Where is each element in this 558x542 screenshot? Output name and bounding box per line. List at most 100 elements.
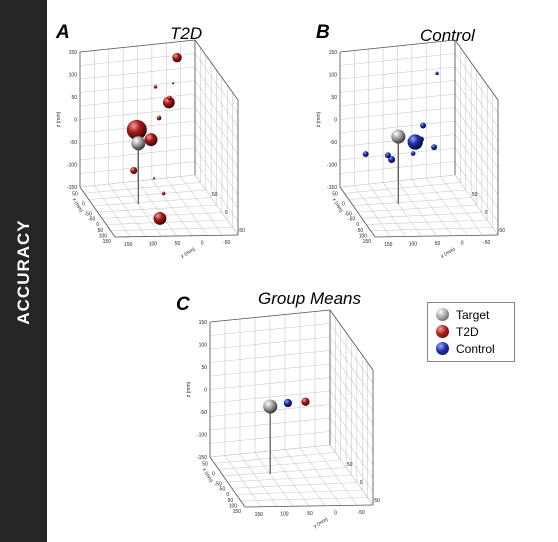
z-tick-label: 150 — [69, 50, 78, 56]
back-wall-grid-line — [209, 377, 331, 390]
legend: Target T2D Control — [427, 302, 515, 362]
y-tick-label: -50 — [218, 487, 225, 493]
floor-grid-line — [314, 446, 358, 506]
x-tick-label: 50 — [332, 192, 338, 198]
side-wall-grid-line — [194, 53, 239, 114]
control-point — [362, 151, 369, 158]
back-wall-grid-line — [79, 147, 196, 161]
side-wall-grid-line — [194, 134, 239, 195]
floor-grid-line — [284, 449, 326, 506]
t2d-point — [161, 191, 166, 196]
floor-grid-line — [397, 180, 437, 237]
back-wall-grid-line — [79, 66, 196, 80]
y-front-tick-label: 0 — [201, 241, 204, 247]
box-edge — [244, 504, 374, 508]
control-point — [407, 134, 423, 150]
floor-grid-line — [180, 176, 223, 236]
x-tick-label: 50 — [202, 462, 208, 468]
y-front-tick-label: 50 — [175, 241, 181, 247]
target-point — [131, 136, 146, 151]
side-wall-grid-line — [454, 134, 499, 195]
side-tick-label: -50 — [238, 228, 245, 234]
back-wall-grid-line — [339, 107, 456, 120]
y-tick-label: 150 — [363, 239, 372, 245]
z-tick-label: -150 — [197, 455, 207, 461]
y-tick-label: -50 — [88, 217, 95, 223]
control-point — [410, 151, 416, 156]
box-edge — [209, 456, 246, 508]
box-edge — [79, 39, 196, 53]
box-edge — [209, 309, 331, 323]
z-tick-label: -50 — [70, 140, 77, 146]
control-point — [420, 122, 427, 129]
t2d-point — [171, 82, 175, 85]
y-axis-label: y (mm) — [313, 516, 330, 529]
t2d-point — [153, 211, 167, 225]
y-front-tick-label: 0 — [334, 511, 337, 517]
y-front-tick-label: 100 — [149, 241, 158, 247]
side-wall-grid-line — [329, 363, 374, 425]
side-wall-grid-line — [454, 66, 499, 128]
x-tick-label: -50 — [215, 482, 222, 488]
x-tick-label: 0 — [342, 202, 345, 208]
side-wall-grid-line — [454, 120, 499, 182]
side-wall-grid-line — [454, 53, 499, 114]
floor-grid-line — [151, 179, 193, 236]
z-tick-label: 50 — [201, 365, 207, 371]
side-wall-grid-line — [454, 107, 499, 168]
floor-grid-line — [426, 177, 468, 236]
y-front-tick-label: -50 — [483, 240, 490, 246]
z-tick-label: 0 — [204, 388, 207, 394]
side-wall-grid-line — [194, 120, 239, 182]
box-edge — [339, 39, 456, 53]
z-tick-label: -150 — [67, 185, 77, 191]
floor-grid-line — [110, 227, 233, 232]
side-wall-grid-line — [194, 161, 239, 222]
back-wall-grid-line — [209, 323, 331, 336]
y-tick-label: 100 — [229, 503, 238, 509]
z-tick-label: -100 — [67, 163, 77, 169]
floor-grid-line — [137, 180, 177, 237]
x-tick-label: 0 — [212, 472, 215, 478]
y-front-tick-label: 50 — [435, 241, 441, 247]
back-wall-grid-line — [79, 80, 196, 93]
back-wall-grid-line — [79, 107, 196, 120]
z-tick-label: 50 — [331, 95, 337, 101]
floor-grid-line — [370, 227, 493, 232]
side-wall-grid-line — [329, 336, 374, 398]
t2d-point — [172, 52, 182, 63]
side-tick-label: -50 — [373, 498, 380, 504]
control-point — [431, 144, 438, 151]
y-front-tick-label: -50 — [358, 510, 365, 516]
x-axis-label: x (mm) — [71, 197, 84, 214]
floor-grid-line — [366, 219, 488, 225]
control-point — [283, 398, 292, 408]
y-front-tick-label: 0 — [461, 241, 464, 247]
y-front-tick-label: 100 — [409, 241, 418, 247]
x-tick-label: 0 — [82, 202, 85, 208]
back-wall-grid-line — [339, 53, 456, 66]
x-tick-label: -50 — [345, 212, 352, 218]
side-tick-label: 0 — [360, 480, 363, 486]
z-tick-label: 150 — [199, 320, 208, 326]
control-point — [384, 152, 391, 159]
legend-label-t2d: T2D — [456, 325, 479, 339]
side-tick-label: -50 — [498, 228, 505, 234]
floor-grid-line — [194, 174, 239, 236]
box-edge — [79, 186, 116, 238]
z-tick-label: 150 — [329, 50, 338, 56]
panel-a-title: T2D — [170, 24, 203, 43]
target-point — [391, 129, 406, 144]
y-front-tick-label: 150 — [124, 242, 133, 248]
floor-grid-line — [236, 489, 363, 495]
floor-grid-line — [106, 219, 228, 225]
side-tick-label: 0 — [485, 210, 488, 216]
y-tick-label: 100 — [359, 233, 368, 239]
side-tick-label: 50 — [347, 462, 353, 468]
box-edge — [454, 39, 499, 101]
side-wall-grid-line — [329, 431, 374, 492]
